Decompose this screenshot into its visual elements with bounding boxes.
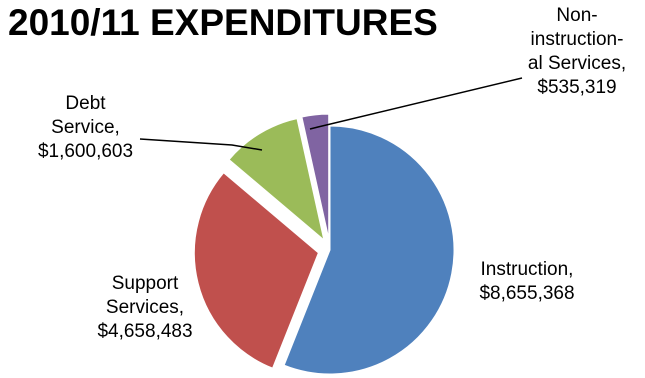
label-line: Non- <box>556 5 598 26</box>
leader-line <box>139 138 263 151</box>
chart-title: 2010/11 EXPENDITURES <box>8 2 438 43</box>
label-debt-service: Debt Service, $1,600,603 <box>28 92 143 164</box>
label-line: Instruction, <box>480 259 574 280</box>
label-line: al Services, <box>527 53 627 74</box>
label-support-services: Support Services, $4,658,483 <box>80 272 210 344</box>
label-line: $4,658,483 <box>97 321 193 342</box>
label-line: Debt <box>65 93 106 114</box>
label-line: $535,319 <box>537 77 617 98</box>
label-line: Services, <box>105 297 185 318</box>
label-non-instructional-services: Non-instruction-al Services, $535,319 <box>512 4 642 100</box>
label-line: instruction- <box>530 29 624 50</box>
slice-support-services <box>193 172 319 369</box>
label-line: $1,600,603 <box>37 141 134 162</box>
leader-line <box>309 77 523 130</box>
label-line: Support <box>111 273 179 294</box>
label-line: Service, <box>51 117 120 138</box>
label-instruction: Instruction, $8,655,368 <box>462 258 592 306</box>
slice-non-instructional-services <box>301 113 330 239</box>
label-line: $8,655,368 <box>479 283 575 304</box>
slice-instruction <box>283 125 455 375</box>
